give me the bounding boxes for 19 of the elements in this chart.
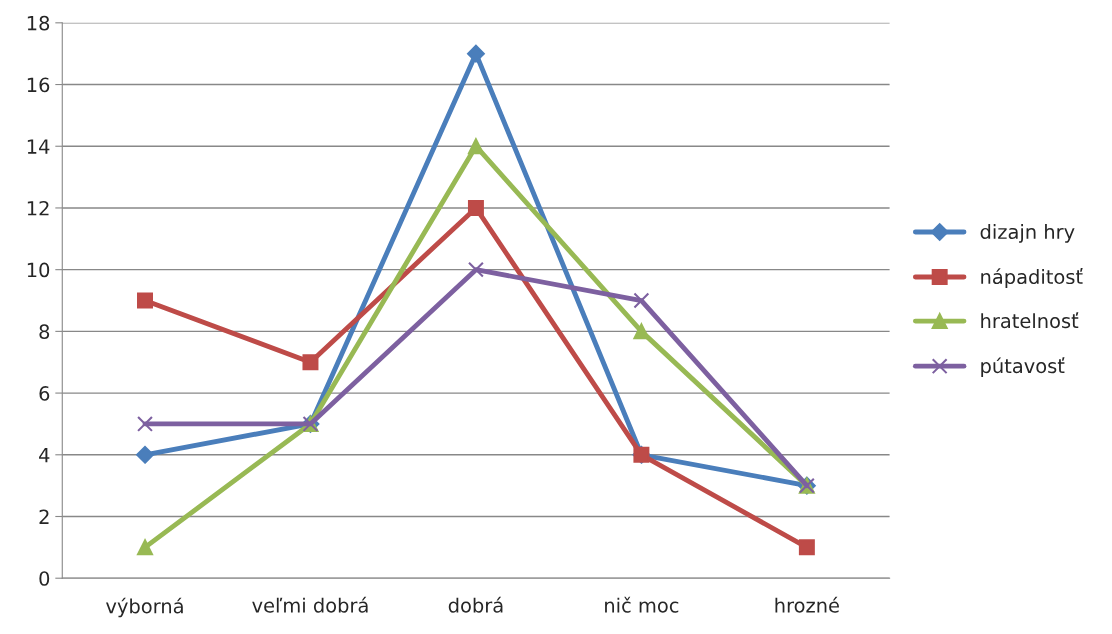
x-tick-label: výborná [106,597,183,618]
legend-label: nápaditosť [981,268,1083,288]
x-tick-label: hrozné [775,596,839,613]
x-tick-label: veľmi dobrá [252,596,368,613]
legend-label: pútavosť [981,357,1065,378]
y-tick-label: 8 [39,324,50,340]
y-tick-label: 10 [27,262,50,278]
y-tick-label: 0 [39,571,50,586]
x-tick-label: nič moc [605,596,679,613]
legend-label: hratelnosť [981,312,1079,329]
x-tick-label: dobrá [448,596,503,613]
y-tick-label: 16 [27,77,50,93]
y-tick-label: 4 [39,448,50,463]
y-tick-label: 14 [27,139,50,154]
y-tick-label: 12 [27,200,49,216]
legend-label: dizajn hry [980,224,1075,243]
y-tick-label: 6 [39,386,50,401]
y-tick-label: 2 [39,509,49,524]
y-tick-label: 18 [27,15,50,31]
